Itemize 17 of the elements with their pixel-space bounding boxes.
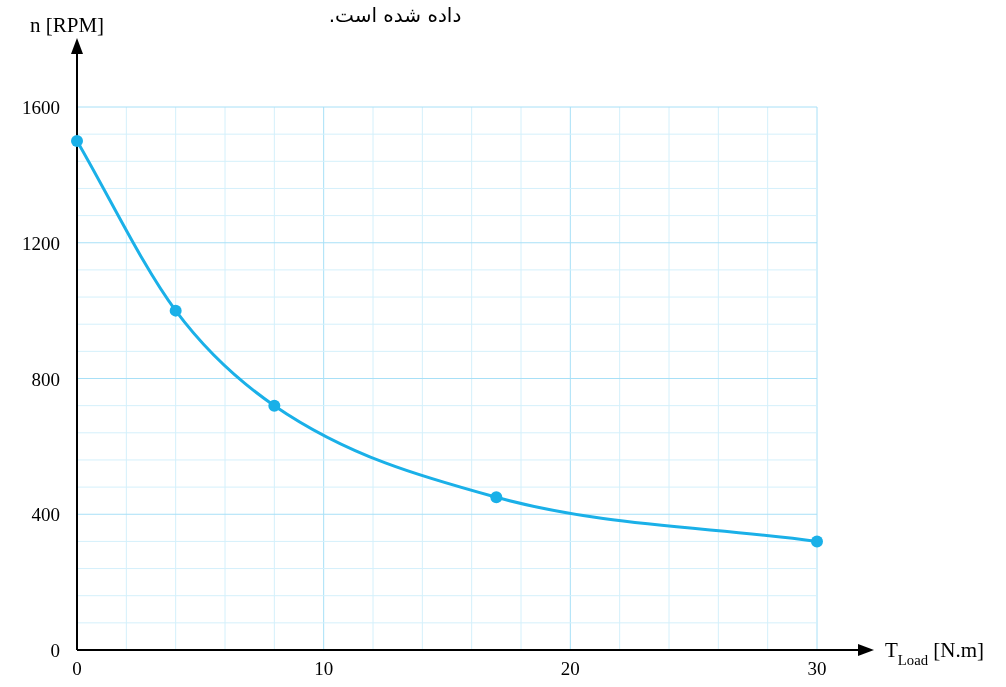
x-tick-label: 30 <box>807 658 827 679</box>
y-tick-label: 1600 <box>22 97 60 118</box>
x-tick-label: 10 <box>314 658 334 679</box>
point <box>268 399 281 412</box>
point <box>71 134 83 147</box>
point <box>811 535 823 548</box>
x-tick-label: 20 <box>560 658 580 679</box>
point <box>169 304 182 317</box>
y-tick-label: 800 <box>31 368 60 390</box>
point <box>490 491 503 504</box>
x-axis-title: T$_{Load}$ [N.m] <box>885 638 985 668</box>
y-tick-label: 0 <box>50 640 60 661</box>
y-axis-title: n [RPM] <box>30 13 105 37</box>
chart-title: داده شده است. <box>328 3 462 27</box>
x-tick-label: 0 <box>72 658 82 679</box>
y-tick-label: 400 <box>31 504 60 526</box>
y-tick-label: 1200 <box>22 232 60 254</box>
